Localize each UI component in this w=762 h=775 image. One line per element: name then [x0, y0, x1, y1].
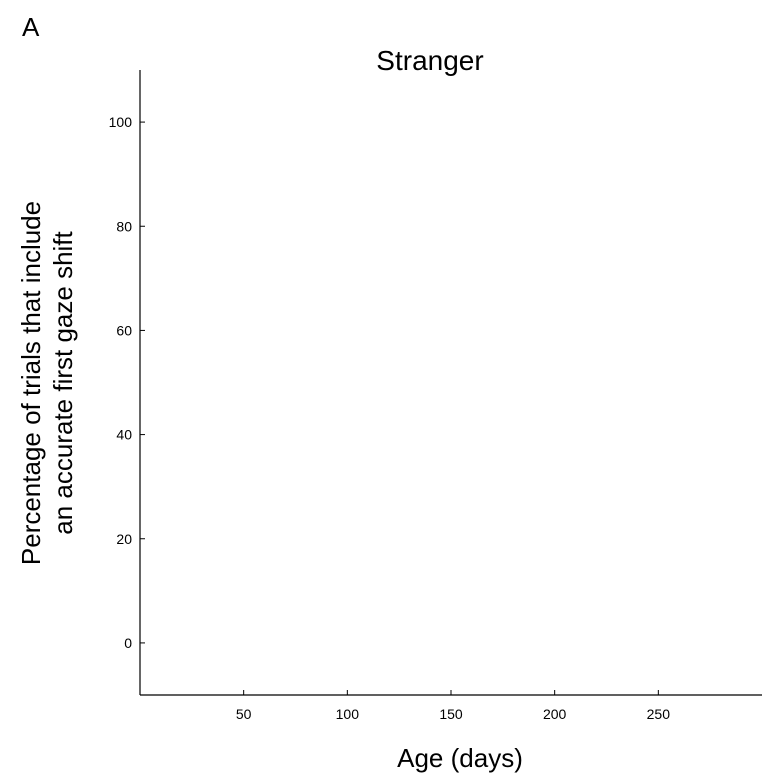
y-tick-label: 40 [116, 427, 132, 443]
y-tick-label: 100 [109, 114, 133, 130]
y-tick-label: 20 [116, 531, 132, 547]
y-axis-title-line-1: Percentage of trials that include [16, 201, 46, 565]
x-tick-label: 100 [336, 706, 360, 722]
y-axis-title-line-2: an accurate first gaze shift [48, 230, 78, 534]
y-tick-label: 0 [124, 635, 132, 651]
x-axis-title: Age (days) [397, 743, 523, 773]
x-tick-label: 150 [439, 706, 463, 722]
y-axis-title: Percentage of trials that include an acc… [16, 201, 78, 565]
y-tick-label: 80 [116, 218, 132, 234]
chart-title: Stranger [376, 45, 483, 76]
y-ticks: 0 20 40 60 80 100 [109, 114, 145, 651]
y-tick-label: 60 [116, 322, 132, 338]
x-tick-label: 250 [647, 706, 671, 722]
x-ticks: 50 100 150 200 250 [236, 690, 670, 722]
panel-label: A [22, 12, 40, 42]
x-tick-label: 200 [543, 706, 567, 722]
x-tick-label: 50 [236, 706, 252, 722]
